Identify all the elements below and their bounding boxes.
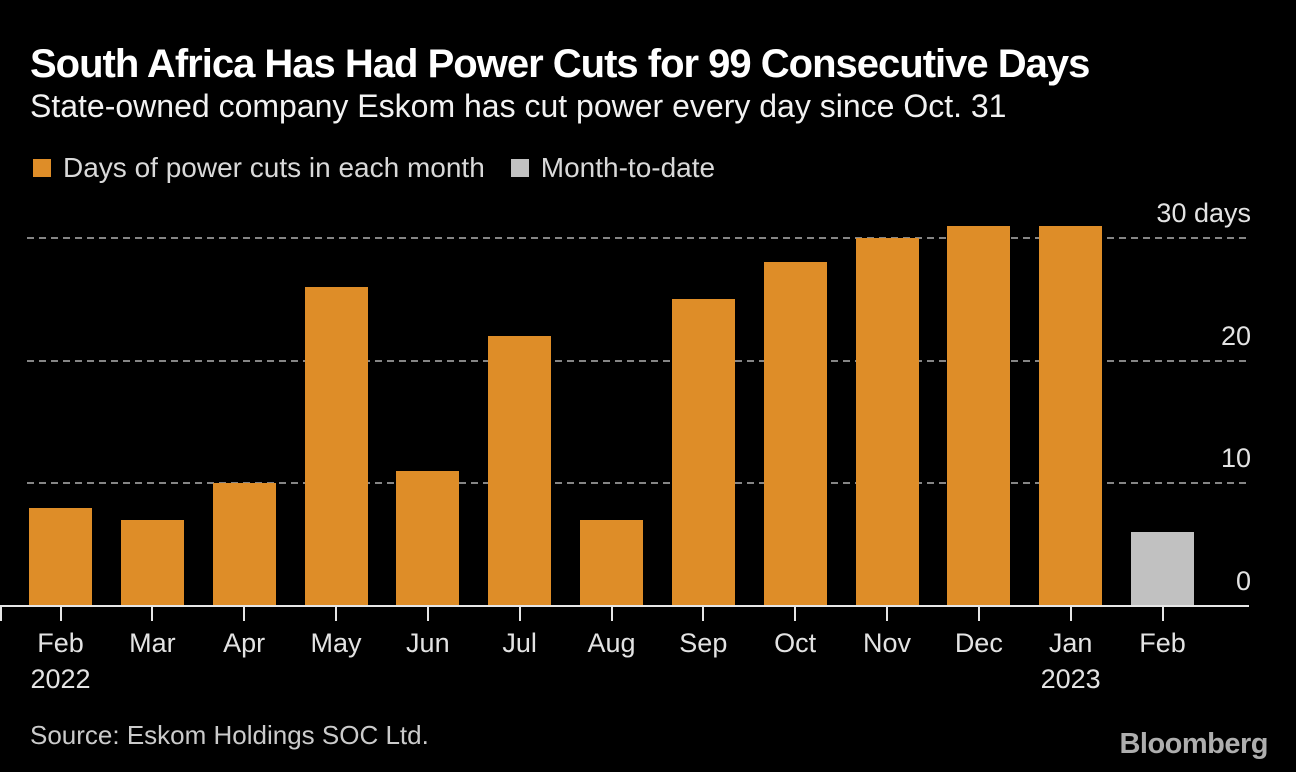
bar-mar [120,520,184,606]
x-axis-label-3: May [310,628,362,658]
x-axis-label-0: Feb [37,628,84,658]
x-axis-label-12: Feb [1139,628,1186,658]
bar-nov [855,238,919,606]
x-axis-tick-8 [794,607,797,621]
x-axis-label-1: Mar [129,628,176,658]
axis-edge-tick [0,607,2,621]
x-axis-tick-3 [335,607,337,621]
bar-may [304,287,368,606]
x-axis-year-label: 2022 [30,664,91,694]
bar-sep [671,299,735,606]
x-axis-tick-6 [610,607,613,621]
chart-subtitle: State-owned company Eskom has cut power … [30,88,1007,124]
bloomberg-logo: Bloomberg [1119,728,1268,760]
bar-apr [212,483,276,606]
x-axis-tick-1 [151,607,154,621]
chart-legend: Days of power cuts in each month Month-t… [33,152,715,184]
legend-label: Days of power cuts in each month [63,152,485,183]
x-axis-tick-10 [977,607,980,621]
x-axis-year-label: 2023 [1040,664,1101,694]
source-note: Source: Eskom Holdings SOC Ltd. [30,720,429,750]
x-axis-label-7: Sep [679,628,728,658]
y-axis-label-0: 0 [1235,566,1251,596]
x-axis-tick-7 [702,607,705,621]
x-axis-tick-11 [1069,607,1072,621]
x-axis-label-8: Oct [774,628,817,658]
bar-oct [763,262,827,606]
x-axis-label-2: Apr [223,628,266,658]
x-axis-label-5: Jul [502,628,537,658]
x-axis-label-11: Jan [1048,628,1093,658]
legend-label: Month-to-date [540,152,716,183]
orange-swatch-icon [33,159,51,177]
bar-feb-2022 [29,508,92,606]
gridline-10 [27,482,1249,485]
x-axis-label-9: Nov [862,628,911,658]
gridline-20 [27,359,1249,362]
gridline-30 [27,236,1249,239]
bar-aug [580,520,643,606]
bar-feb [1131,532,1194,606]
x-axis-tick-2 [243,607,246,621]
y-axis-label-30: 30 days [1156,197,1251,228]
x-axis-tick-4 [426,607,429,621]
x-axis-baseline [0,605,1249,607]
chart-title: South Africa Has Had Power Cuts for 99 C… [30,42,1090,86]
y-axis-label-20: 20 [1220,320,1251,351]
x-axis-tick-9 [886,607,888,621]
bar-dec [947,226,1011,606]
x-axis-label-6: Aug [587,628,636,658]
gray-swatch-icon [510,159,529,177]
legend-item-month-to-date: Month-to-date [510,152,716,184]
bar-jun [396,471,460,606]
x-axis-label-10: Dec [954,628,1003,658]
x-axis-tick-5 [518,607,521,621]
x-axis-tick-0 [59,607,62,621]
x-axis-label-4: Jun [406,628,450,658]
legend-item-power-cuts: Days of power cuts in each month [33,152,485,184]
x-axis-tick-12 [1161,607,1164,621]
bar-jan-2023 [1039,226,1103,606]
y-axis-label-10: 10 [1220,443,1251,474]
bar-jul [488,336,552,606]
